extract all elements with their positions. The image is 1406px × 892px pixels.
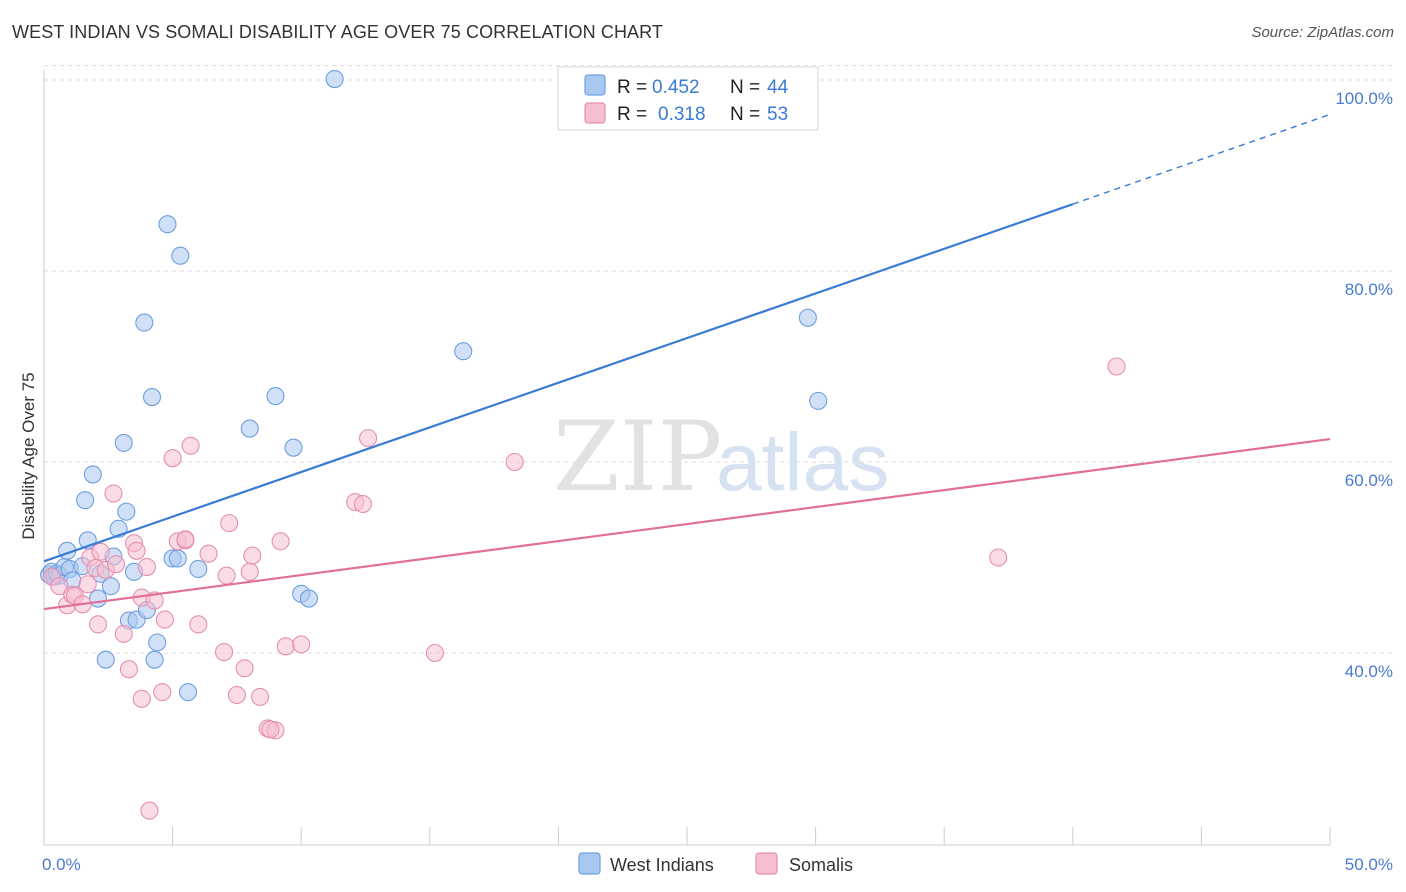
series-legend: West Indians Somalis	[578, 852, 853, 875]
legend-n-label: N =	[730, 77, 760, 98]
data-point-west-indians	[117, 502, 136, 521]
data-point-somalis	[189, 615, 208, 634]
legend-r-value-west-indians: 0.452	[652, 77, 700, 98]
chart-source: Source: ZipAtlas.com	[1251, 24, 1394, 41]
y-tick-label: 80.0%	[1345, 280, 1393, 299]
data-point-somalis	[114, 624, 133, 643]
data-point-somalis	[220, 514, 239, 533]
data-point-somalis	[353, 494, 372, 514]
data-point-somalis	[140, 801, 159, 820]
series-legend-swatch-west-indians	[578, 852, 601, 875]
chart-title: WEST INDIAN VS SOMALI DISABILITY AGE OVE…	[12, 22, 664, 42]
data-point-somalis	[505, 452, 524, 472]
data-point-somalis	[235, 659, 254, 678]
legend-r-label: R =	[617, 77, 647, 98]
series-legend-label-somalis: Somalis	[789, 855, 853, 875]
tick-labels: 40.0% 60.0% 80.0% 100.0% 0.0% 50.0%	[42, 89, 1393, 874]
data-point-west-indians	[96, 650, 115, 669]
watermark-atlas: atlas	[716, 417, 889, 508]
data-point-somalis	[155, 610, 174, 629]
data-point-somalis	[176, 530, 195, 549]
watermark: ZIP atlas	[553, 401, 889, 513]
trend-line-west-indians	[43, 203, 1074, 563]
data-point-west-indians	[171, 246, 190, 265]
data-point-west-indians	[299, 589, 318, 608]
data-point-somalis	[106, 555, 126, 574]
axes	[43, 70, 1331, 846]
data-point-somalis	[227, 685, 246, 705]
data-point-somalis	[261, 720, 280, 739]
data-point-somalis	[181, 436, 200, 455]
trend-lines	[43, 113, 1331, 611]
data-point-somalis	[425, 643, 444, 663]
data-point-somalis	[137, 557, 156, 577]
data-point-somalis	[271, 532, 290, 551]
data-point-somalis	[1107, 357, 1126, 376]
data-point-somalis	[78, 575, 97, 594]
data-point-west-indians	[240, 419, 259, 438]
data-point-somalis	[214, 642, 234, 662]
data-points	[40, 69, 1126, 820]
data-point-somalis	[50, 577, 69, 596]
stats-legend: R = 0.452 N = 44 R = 0.318 N = 53	[557, 66, 819, 131]
legend-swatch-somalis	[584, 102, 606, 124]
data-point-west-indians	[114, 433, 133, 452]
legend-r-value-somalis: 0.318	[658, 104, 706, 125]
data-point-somalis	[292, 635, 311, 654]
data-point-somalis	[91, 542, 110, 561]
data-point-somalis	[132, 689, 151, 708]
y-axis-title: Disability Age Over 75	[19, 372, 38, 539]
data-point-west-indians	[454, 342, 473, 361]
data-point-somalis	[163, 449, 182, 468]
data-point-west-indians	[135, 313, 154, 332]
y-tick-label: 40.0%	[1345, 662, 1393, 681]
data-point-west-indians	[266, 387, 285, 406]
data-point-west-indians	[168, 549, 187, 568]
y-tick-label: 100.0%	[1335, 89, 1393, 108]
x-tick-label: 0.0%	[42, 855, 81, 874]
data-point-somalis	[145, 591, 164, 610]
data-point-west-indians	[325, 69, 344, 89]
data-point-west-indians	[145, 650, 164, 669]
watermark-zip: ZIP	[553, 401, 722, 513]
data-point-west-indians	[809, 391, 828, 410]
data-point-somalis	[359, 429, 378, 448]
data-point-somalis	[250, 687, 270, 706]
data-point-west-indians	[142, 388, 162, 407]
legend-swatch-west-indians	[584, 74, 606, 96]
data-point-west-indians	[148, 633, 167, 652]
data-point-somalis	[153, 683, 172, 702]
y-tick-label: 60.0%	[1345, 471, 1393, 490]
data-point-somalis	[989, 548, 1008, 567]
trend-line-somalis	[43, 437, 1331, 611]
data-point-somalis	[127, 541, 146, 560]
trend-line-extension-west-indians	[1072, 113, 1331, 205]
data-point-somalis	[243, 546, 262, 565]
data-point-somalis	[88, 615, 108, 634]
data-point-somalis	[119, 660, 138, 679]
data-point-west-indians	[798, 308, 817, 327]
series-legend-swatch-somalis	[755, 852, 778, 875]
series-legend-label-west-indians: West Indians	[610, 855, 714, 875]
data-point-west-indians	[189, 559, 208, 579]
data-point-somalis	[217, 566, 236, 585]
data-point-west-indians	[101, 577, 120, 596]
data-point-somalis	[104, 484, 123, 503]
legend-n-value-somalis: 53	[767, 104, 788, 125]
data-point-west-indians	[158, 215, 177, 234]
legend-r-label: R =	[617, 104, 647, 125]
data-point-west-indians	[284, 438, 303, 457]
data-point-somalis	[240, 562, 259, 581]
data-point-west-indians	[83, 465, 102, 484]
data-point-somalis	[199, 544, 218, 563]
x-tick-label: 50.0%	[1345, 855, 1393, 874]
data-point-west-indians	[178, 683, 198, 702]
legend-n-value-west-indians: 44	[767, 77, 789, 98]
data-point-west-indians	[88, 589, 108, 608]
legend-n-label: N =	[730, 104, 760, 125]
data-point-west-indians	[76, 491, 95, 510]
data-point-somalis	[276, 637, 295, 656]
